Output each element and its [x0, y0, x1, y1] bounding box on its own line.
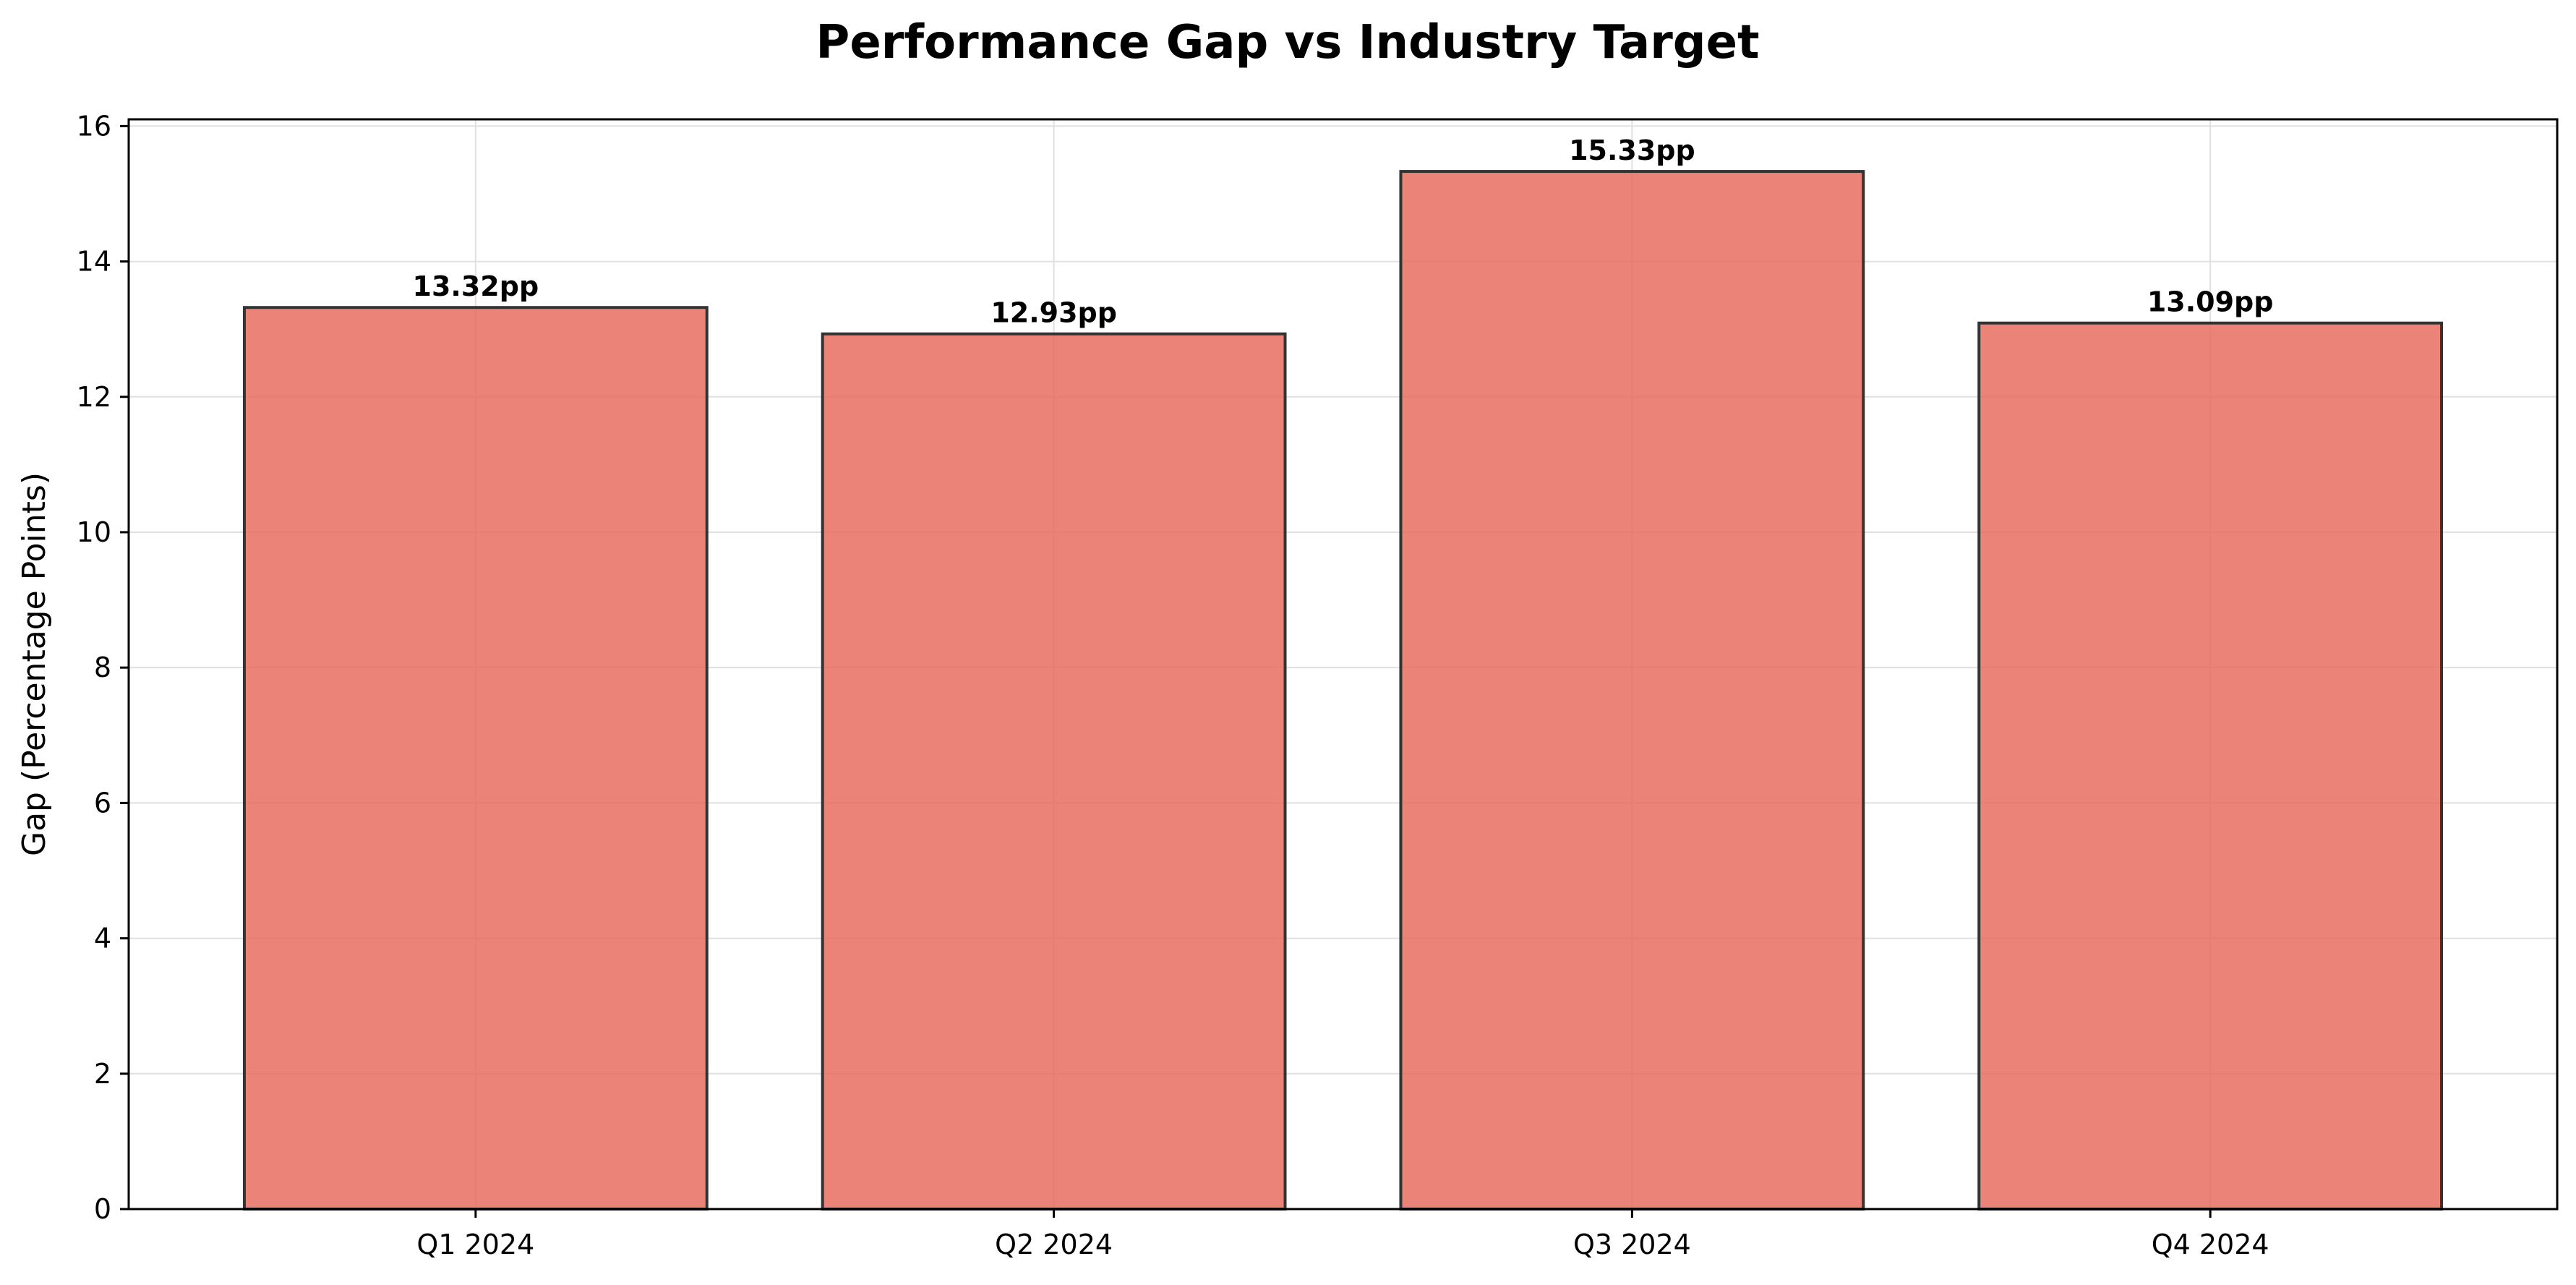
- bars-layer: [242, 170, 2444, 1211]
- bar-value-label: 15.33pp: [1569, 135, 1695, 166]
- x-tick-label: Q2 2024: [995, 1229, 1113, 1260]
- y-axis-ticks: 0 2 4 6 8 10 12 14 16: [77, 110, 129, 1225]
- data-labels: 13.32pp 12.93pp 15.33pp 13.09pp: [413, 135, 2274, 329]
- y-tick-label: 6: [94, 787, 111, 819]
- x-tick-label: Q1 2024: [416, 1229, 534, 1260]
- y-tick-label: 10: [77, 516, 111, 548]
- bar-q4-2024: [1977, 321, 2444, 1211]
- bar-q3-2024: [1399, 170, 1865, 1211]
- chart-title: Performance Gap vs Industry Target: [816, 16, 1759, 69]
- plot-frame: [127, 118, 2559, 1211]
- y-axis-label: Gap (Percentage Points): [16, 472, 53, 856]
- y-tick-label: 2: [94, 1058, 111, 1090]
- y-tick-label: 0: [94, 1193, 111, 1225]
- bar-q2-2024: [821, 332, 1287, 1211]
- bar-value-label: 12.93pp: [990, 297, 1117, 329]
- y-tick-label: 12: [77, 381, 111, 413]
- bar-q1-2024: [242, 306, 709, 1211]
- y-tick-label: 8: [94, 652, 111, 683]
- bar-value-label: 13.09pp: [2147, 286, 2274, 318]
- y-tick-label: 14: [77, 246, 111, 278]
- y-tick-label: 4: [94, 923, 111, 955]
- x-tick-label: Q3 2024: [1573, 1229, 1691, 1260]
- x-axis-ticks: Q1 2024 Q2 2024 Q3 2024 Q4 2024: [416, 1209, 2269, 1260]
- bar-value-label: 13.32pp: [413, 270, 539, 302]
- y-tick-label: 16: [77, 110, 111, 142]
- x-tick-label: Q4 2024: [2152, 1229, 2269, 1260]
